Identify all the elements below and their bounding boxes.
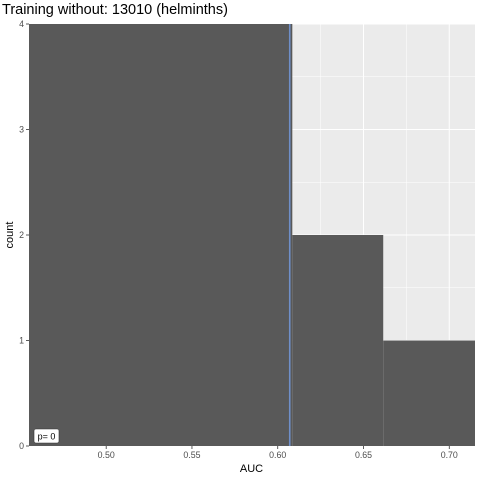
y-axis-label: count [4, 222, 16, 249]
histogram-bar-3 [383, 340, 475, 446]
p-value-annotation: p= 0 [33, 428, 60, 444]
y-tick-label: 0 [19, 441, 24, 451]
histogram-bars [29, 24, 475, 446]
y-tick-label: 2 [19, 230, 24, 240]
y-tick-label: 3 [19, 125, 24, 135]
y-axis-ticks: 0 1 2 3 4 [19, 19, 29, 451]
y-tick-label: 4 [19, 19, 24, 29]
chart-title: Training without: 13010 (helminths) [2, 2, 228, 18]
x-axis-label: AUC [240, 463, 263, 475]
histogram-bar-1 [29, 24, 293, 446]
x-tick-label: 0.65 [355, 450, 372, 460]
p-value-box [33, 428, 60, 444]
p-value-text: p= 0 [38, 432, 56, 442]
y-tick-label: 1 [19, 336, 24, 346]
x-tick-label: 0.50 [98, 450, 115, 460]
histogram-bar-2 [292, 235, 384, 446]
x-tick-label: 0.55 [183, 450, 200, 460]
x-tick-label: 0.70 [441, 450, 458, 460]
x-tick-label: 0.60 [269, 450, 286, 460]
x-axis-ticks: 0.50 0.55 0.60 0.65 0.70 [98, 446, 458, 460]
